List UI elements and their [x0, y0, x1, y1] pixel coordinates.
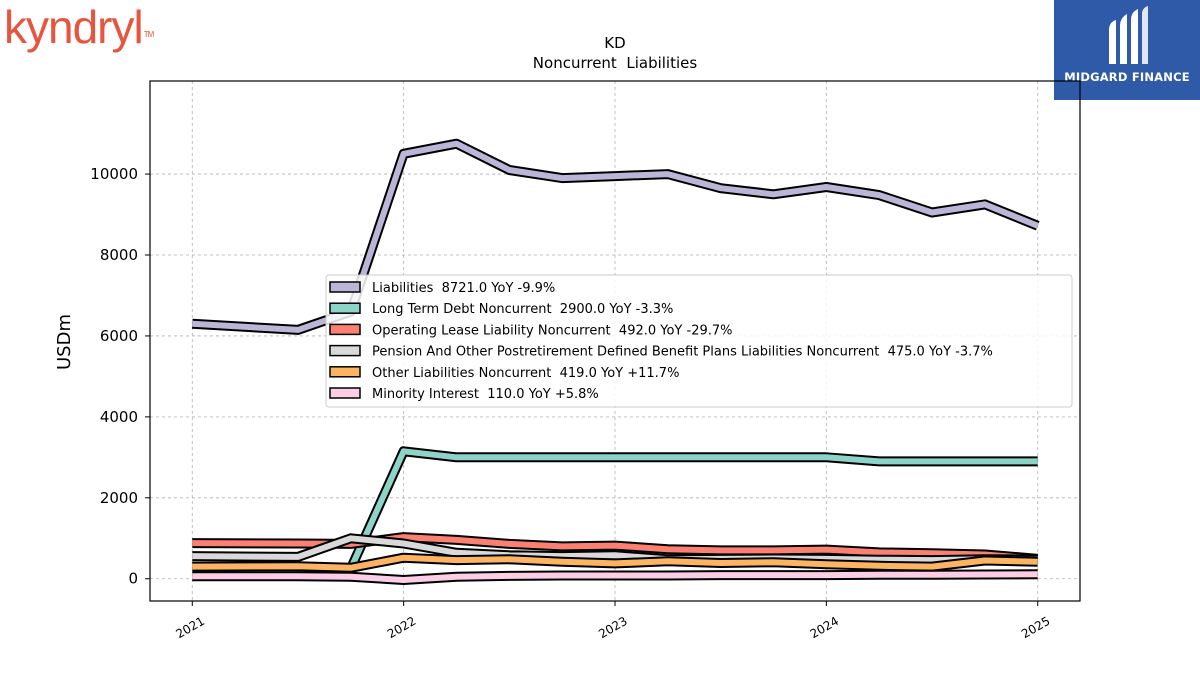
y-tick-label: 4000	[100, 408, 138, 426]
legend-swatch	[329, 302, 361, 314]
legend-label: Pension And Other Postretirement Defined…	[372, 345, 993, 360]
legend-swatch	[329, 344, 361, 357]
series-line-3	[192, 535, 1038, 564]
series-line-5	[192, 571, 1038, 583]
y-axis-label: USDm	[54, 314, 75, 370]
y-tick-label: 0	[128, 570, 138, 588]
kyndryl-logo: kyndrylTM	[4, 1, 154, 53]
badge-text: MIDGARD FINANCE	[1064, 70, 1190, 84]
x-tick-label: 2022	[385, 614, 418, 641]
y-tick-label: 10000	[90, 165, 138, 183]
series-line-4	[192, 554, 1038, 571]
y-tick-label: 8000	[100, 246, 138, 264]
y-tick-label: 2000	[100, 489, 138, 507]
x-tick-label: 2023	[596, 614, 629, 641]
series-layer	[192, 138, 1040, 585]
legend-box	[325, 274, 1073, 408]
midgard-finance-badge: MIDGARD FINANCE	[1054, 0, 1200, 100]
series-line-0	[192, 140, 1039, 333]
legend-label: Operating Lease Liability Noncurrent 492…	[372, 323, 733, 338]
legend: Liabilities 8721.0 YoY -9.9% Long Term De…	[325, 274, 1073, 408]
midgard-m-icon	[1109, 6, 1148, 64]
legend-swatch	[329, 281, 361, 293]
y-tick-label: 6000	[100, 327, 138, 345]
chart-subtitle: Noncurrent Liabilities	[533, 54, 698, 72]
legend-label: Minority Interest 110.0 YoY +5.8%	[372, 387, 599, 402]
legend-label: Liabilities 8721.0 YoY -9.9%	[372, 281, 555, 296]
legend-swatch	[329, 323, 361, 336]
legend-label: Other Liabilities Noncurrent 419.0 YoY +…	[372, 366, 679, 381]
legend-swatch	[329, 387, 361, 399]
chart-title: KD	[604, 34, 625, 52]
x-tick-label: 2024	[808, 614, 841, 641]
legend-swatch	[329, 366, 361, 378]
series-line-1	[348, 448, 1038, 570]
x-tick-label: 2021	[174, 614, 207, 641]
legend-label: Long Term Debt Noncurrent 2900.0 YoY -3.…	[372, 302, 673, 317]
x-tick-label: 2025	[1019, 614, 1052, 641]
